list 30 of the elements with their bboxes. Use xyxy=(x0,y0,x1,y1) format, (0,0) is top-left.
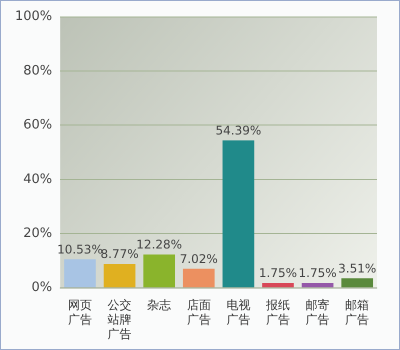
x-tick-label: 报纸广告 xyxy=(264,298,290,327)
bar xyxy=(302,283,334,288)
x-tick-label: 电视广告 xyxy=(226,298,250,327)
data-label: 12.28% xyxy=(136,238,182,252)
bar xyxy=(262,283,294,288)
bar xyxy=(104,264,136,288)
x-tick-label: 邮箱广告 xyxy=(345,298,370,327)
data-label: 1.75% xyxy=(258,266,298,280)
bar xyxy=(182,268,215,288)
data-label: 8.77% xyxy=(100,247,139,262)
x-tick-label: 杂志 xyxy=(147,298,172,312)
data-label: 54.39% xyxy=(216,124,262,138)
bar xyxy=(222,140,254,288)
y-tick-label: 40% xyxy=(23,172,52,187)
y-tick-label: 80% xyxy=(23,63,52,78)
data-label: 3.51% xyxy=(338,261,376,276)
y-tick-label: 60% xyxy=(23,118,52,133)
y-tick-label: 0% xyxy=(32,280,52,296)
data-label: 1.75% xyxy=(298,266,337,280)
x-tick-label: 公交站牌广告 xyxy=(108,298,132,341)
x-tick-label: 网页广告 xyxy=(68,298,92,327)
x-tick-label: 店面广告 xyxy=(186,298,211,327)
y-tick-label: 100% xyxy=(14,9,52,24)
bar xyxy=(143,254,176,288)
y-tick-label: 20% xyxy=(23,226,52,241)
bar xyxy=(341,278,374,288)
x-tick-label: 邮寄广告 xyxy=(306,298,330,327)
data-label: 7.02% xyxy=(180,252,218,266)
data-label: 10.53% xyxy=(57,242,103,256)
bar xyxy=(64,259,96,288)
